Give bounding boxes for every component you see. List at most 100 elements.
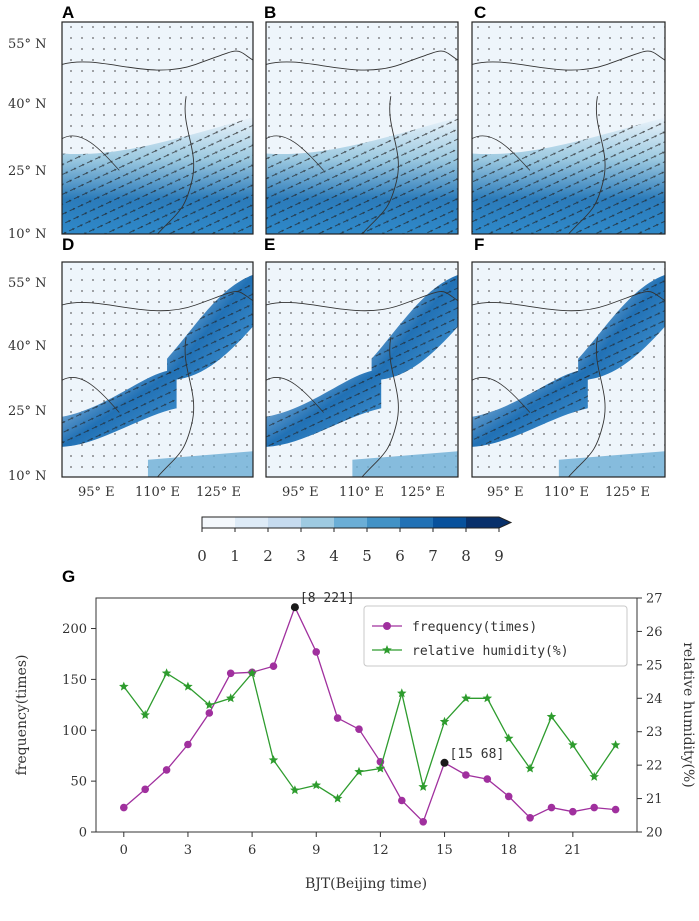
wind-vectors-strong [167, 274, 253, 381]
wind-vectors-strong [578, 274, 665, 381]
map-panel-e [265, 261, 459, 478]
annotation-point [440, 758, 449, 767]
colorbar-tick: 5 [362, 547, 372, 565]
humidity-point [546, 711, 557, 721]
country-border [265, 291, 459, 312]
lat-tick-10-top: 10° N [8, 227, 47, 242]
humidity-point [589, 771, 599, 781]
wind-vectors-strong [266, 369, 382, 447]
colorbar-segment [235, 517, 269, 528]
frequency-point [398, 796, 406, 805]
country-border [61, 135, 120, 171]
colorbar-segment [301, 517, 335, 528]
colorbar-tick: 8 [461, 547, 471, 565]
map-frame [265, 261, 459, 478]
moisture-band-bottom [558, 451, 665, 477]
map-panel-b [265, 21, 459, 235]
line-chart: 0 3 6 9 12 15 18 21 0 50 100 150 200 20 21 22 23 24 25 26 27… [14, 591, 696, 892]
colorbar-tick: 4 [329, 547, 339, 565]
annotation-label: [15 68] [450, 747, 505, 762]
country-border [61, 291, 254, 312]
humidity-point [140, 710, 150, 719]
humidity-point [204, 700, 215, 709]
country-border [471, 135, 531, 171]
wind-vectors-strong [472, 369, 588, 447]
humidity-point [226, 693, 236, 703]
frequency-point [526, 814, 534, 822]
map-panel-f [471, 261, 666, 478]
frequency-point [205, 709, 214, 717]
country-border [265, 135, 324, 171]
humidity-point [268, 755, 279, 765]
y2-tick-label: 25 [646, 658, 663, 673]
humidity-point [354, 766, 364, 776]
humidity-point [482, 693, 493, 703]
frequency-point [569, 807, 577, 816]
chart-series [119, 603, 621, 826]
coastline [568, 337, 606, 478]
lat-tick-40-bottom: 40° N [8, 339, 47, 354]
x-tick-label: 9 [312, 843, 320, 858]
frequency-point [419, 818, 428, 826]
map-panel-a [61, 21, 254, 235]
frequency-point [590, 803, 598, 812]
frequency-point [226, 669, 235, 678]
lon-tick-110-e: 110° E [339, 485, 384, 500]
chart-annotations: [8 221] [15 68] [290, 591, 505, 767]
wind-vectors-strong [62, 369, 177, 447]
y-tick-label: 0 [79, 826, 87, 841]
wind-vectors-strong [472, 117, 665, 234]
frequency-point [184, 740, 192, 749]
x-tick-label: 18 [500, 843, 517, 858]
lat-tick-25-bottom: 25° N [8, 404, 47, 419]
legend-label-frequency: frequency(times) [412, 620, 537, 635]
y-tick-label: 100 [62, 724, 87, 739]
y2-tick-label: 24 [646, 692, 663, 707]
humidity-point [397, 688, 407, 698]
colorbar-segment [466, 517, 500, 528]
humidity-point [461, 693, 471, 703]
lon-tick-125-d: 125° E [196, 485, 241, 500]
lat-tick-55-bottom: 55° N [8, 276, 47, 291]
panel-label-d: D [62, 235, 74, 254]
country-border [265, 50, 459, 71]
plot-frame [95, 597, 638, 833]
lat-tick-25-top: 25° N [8, 164, 47, 179]
lon-tick-95-e: 95° E [282, 485, 319, 500]
frequency-point [611, 805, 620, 814]
country-border [471, 50, 666, 71]
map-panel-d [61, 261, 254, 478]
humidity-point [375, 763, 386, 773]
coastline [568, 96, 606, 235]
y-tick-label: 200 [62, 622, 87, 637]
series-line-frequency [123, 605, 616, 823]
x-tick-label: 21 [565, 843, 582, 858]
humidity-point [311, 780, 321, 790]
humidity-point [568, 740, 578, 750]
frequency-point [355, 725, 363, 733]
country-border [61, 50, 254, 71]
country-border [61, 377, 120, 413]
lat-tick-10-bottom: 10° N [8, 469, 47, 484]
frequency-point [333, 714, 342, 722]
y2-tick-label: 26 [646, 625, 663, 640]
humidity-point [161, 668, 172, 678]
humidity-point [183, 681, 193, 691]
colorbar-tick: 0 [197, 547, 207, 565]
series-line-humidity [123, 671, 617, 800]
map-panel-c [471, 21, 666, 235]
lat-tick-55-top: 55° N [8, 37, 47, 52]
chart-ticks: 0 3 6 9 12 15 18 21 0 50 100 150 200 20 21 22 23 24 25 26 27 [62, 592, 662, 859]
y2-tick-label: 23 [646, 725, 663, 740]
humidity-point [290, 785, 300, 795]
x-tick-label: 0 [120, 843, 128, 858]
wind-vectors-strong [266, 117, 458, 234]
y-tick-label: 150 [62, 673, 87, 688]
colorbar-outline [201, 516, 513, 529]
colorbar-tick: 7 [428, 547, 438, 565]
wind-vectors-strong [371, 274, 458, 381]
map-frame [265, 21, 459, 235]
panel-label-f: F [474, 235, 484, 254]
humidity-point [525, 763, 535, 773]
